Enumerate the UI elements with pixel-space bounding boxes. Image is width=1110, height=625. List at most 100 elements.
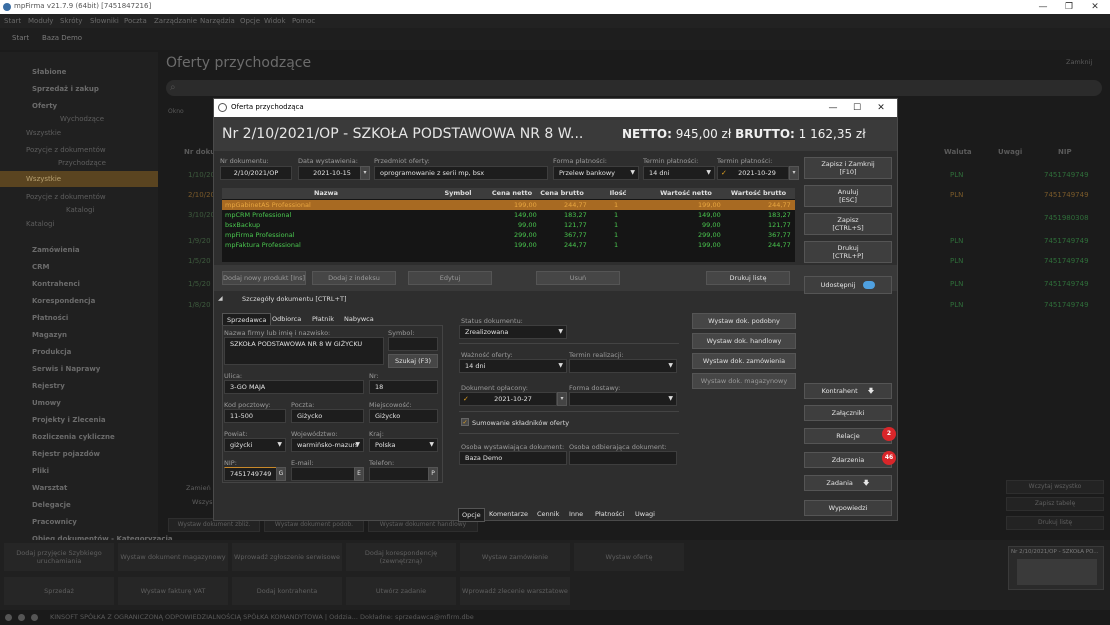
table-row[interactable]: mpFaktura Professional 199,00 244,77 1 1…	[222, 240, 795, 250]
company-name-field[interactable]: SZKOŁA PODSTAWOWA NR 8 W GIŻYCKU	[224, 337, 384, 365]
column-header-uwagi[interactable]: Uwagi	[998, 148, 1023, 156]
cancel-button[interactable]: Anuluj [ESC]	[804, 185, 892, 207]
column-header-symbol[interactable]: Symbol	[430, 188, 486, 199]
quick-action-button[interactable]: Wprowadź zlecenie warsztatowe	[460, 577, 570, 605]
column-header-nr[interactable]: Nr doku	[184, 148, 216, 156]
nip-field[interactable]: 7451749749	[224, 467, 286, 481]
delivery-select[interactable]	[569, 392, 677, 406]
quick-action-button[interactable]: Wystaw zamówienie	[460, 543, 570, 571]
print-button[interactable]: Drukuj [CTRL+P]	[804, 241, 892, 263]
add-product-button[interactable]: Dodaj nowy produkt [Ins]	[222, 271, 306, 285]
receiver-field[interactable]	[569, 451, 677, 465]
sidebar-module[interactable]: Kontrahenci	[32, 280, 80, 288]
bottom-left-label[interactable]: Zamień	[186, 484, 211, 492]
delete-button[interactable]: Usuń	[536, 271, 620, 285]
issue-order-button[interactable]: Wystaw dok. zamówienia	[692, 353, 796, 369]
issue-date-field[interactable]: 2021-10-15	[298, 166, 366, 180]
share-button[interactable]: Udostępnij	[804, 276, 892, 294]
symbol-field[interactable]	[388, 337, 438, 351]
minimize-icon[interactable]: —	[1038, 2, 1048, 12]
events-button[interactable]: Zdarzenia	[804, 452, 892, 468]
city-field[interactable]: Giżycko	[369, 409, 438, 423]
print-list-button[interactable]: Drukuj listę	[706, 271, 790, 285]
quick-action-button[interactable]: Dodaj kontrahenta	[232, 577, 342, 605]
sidebar-item-wszystkie-in[interactable]: Wszystkie	[26, 175, 62, 183]
quick-action-button[interactable]: Wystaw ofertę	[574, 543, 684, 571]
check-icon[interactable]: ✓	[463, 395, 469, 403]
sidebar-module[interactable]: Rejestry	[32, 382, 65, 390]
country-select[interactable]: Polska	[369, 438, 438, 452]
table-row[interactable]: 2/10/20	[188, 191, 215, 199]
menu-start[interactable]: Start	[4, 17, 22, 25]
sidebar-item-pozycje-in[interactable]: Pozycje z dokumentów	[26, 193, 106, 201]
tasks-button[interactable]: Zadania 🡇	[804, 475, 892, 491]
menu-pomoc[interactable]: Pomoc	[292, 17, 316, 25]
sidebar-item-sprzedaz[interactable]: Sprzedaż i zakup	[32, 85, 99, 93]
county-select[interactable]: giżycki	[224, 438, 286, 452]
quick-action-button[interactable]: Utwórz zadanie	[346, 577, 456, 605]
sidebar-module[interactable]: Serwis i Naprawy	[32, 365, 101, 373]
load-all-button[interactable]: Wczytaj wszystko	[1006, 480, 1104, 494]
tab-sprzedawca[interactable]: Sprzedawca	[222, 313, 272, 325]
column-header-value-gross[interactable]: Wartość brutto	[722, 188, 795, 199]
issuer-field[interactable]: Baza Demo	[459, 451, 567, 465]
paid-date-field[interactable]: 2021-10-27	[459, 392, 557, 406]
sidebar-module[interactable]: Pliki	[32, 467, 49, 475]
menu-skroty[interactable]: Skróty	[60, 17, 83, 25]
sidebar-module[interactable]: Płatności	[32, 314, 69, 322]
realization-select[interactable]	[569, 359, 677, 373]
phone-button[interactable]: P	[428, 467, 438, 481]
dialog-close-icon[interactable]: ✕	[877, 103, 885, 113]
sidebar-module[interactable]: Magazyn	[32, 331, 68, 339]
tab-platnosci[interactable]: Płatności	[595, 510, 625, 518]
menu-narzedzia[interactable]: Narzędzia	[200, 17, 235, 25]
menu-slowniki[interactable]: Słowniki	[90, 17, 119, 25]
validity-select[interactable]: 14 dni	[459, 359, 567, 373]
quick-action-button[interactable]: Sprzedaż	[4, 577, 114, 605]
table-row[interactable]: 1/5/20	[188, 280, 211, 288]
tab-opcje[interactable]: Opcje	[458, 508, 485, 522]
search-input[interactable]	[166, 80, 1102, 96]
postal-code-field[interactable]: 11-500	[224, 409, 286, 423]
sidebar-module[interactable]: CRM	[32, 263, 50, 271]
column-header-price-net[interactable]: Cena netto	[486, 188, 538, 199]
issue-similar-button[interactable]: Wystaw dok. podobny	[692, 313, 796, 329]
quick-action-button[interactable]: Wystaw dokument magazynowy	[118, 543, 228, 571]
sidebar-module[interactable]: Projekty i Zlecenia	[32, 416, 106, 424]
sidebar-module[interactable]: Umowy	[32, 399, 61, 407]
sidebar-module[interactable]: Obieg dokumentów - Kategoryzacja	[32, 535, 173, 543]
table-row[interactable]: 1/9/20	[188, 237, 211, 245]
close-icon[interactable]: ✕	[1091, 2, 1099, 12]
dialog-maximize-icon[interactable]: ☐	[852, 103, 862, 113]
table-row[interactable]: mpCRM Professional 149,00 183,27 1 149,0…	[222, 210, 795, 220]
statements-button[interactable]: Wypowiedzi	[804, 500, 892, 516]
sidebar-item-pozycje-out[interactable]: Pozycje z dokumentów	[26, 146, 106, 154]
due-date-picker-icon[interactable]: ▾	[789, 166, 799, 180]
voivodeship-select[interactable]: warmińsko-mazurs	[291, 438, 364, 452]
edit-button[interactable]: Edytuj	[408, 271, 492, 285]
collapse-icon[interactable]: ◢	[218, 295, 223, 302]
issue-commercial-button[interactable]: Wystaw dok. handlowy	[692, 333, 796, 349]
tab-uwagi[interactable]: Uwagi	[635, 510, 655, 518]
sum-checkbox[interactable]: ✓	[461, 418, 469, 426]
column-header-nip[interactable]: NIP	[1058, 148, 1072, 156]
issue-warehouse-button[interactable]: Wystaw dok. magazynowy	[692, 373, 796, 389]
quick-action-button[interactable]: Dodaj przyjęcie Szybkiego uruchamiania	[4, 543, 114, 571]
post-field[interactable]: Giżycko	[291, 409, 364, 423]
menu-opcje[interactable]: Opcje	[240, 17, 261, 25]
column-header-name[interactable]: Nazwa	[222, 188, 430, 199]
details-toggle[interactable]: Szczegóły dokumentu [CTRL+T]	[242, 295, 347, 303]
payment-term-select[interactable]: 14 dni	[643, 166, 715, 180]
sidebar-module[interactable]: Rozliczenia cykliczne	[32, 433, 115, 441]
table-row[interactable]: 1/8/20	[188, 301, 211, 309]
tab-komentarze[interactable]: Komentarze	[489, 510, 528, 518]
street-field[interactable]: 3-GO MAJA	[224, 380, 364, 394]
tab-nabywca[interactable]: Nabywca	[344, 315, 374, 323]
check-icon[interactable]: ✓	[721, 169, 727, 177]
search-button[interactable]: Szukaj (F3)	[388, 354, 438, 368]
sidebar-module[interactable]: Delegacje	[32, 501, 71, 509]
restore-icon[interactable]: ❐	[1064, 2, 1074, 12]
payment-form-select[interactable]: Przelew bankowy	[553, 166, 639, 180]
window-thumbnail[interactable]: Nr 2/10/2021/OP - SZKOŁA PO...	[1008, 546, 1104, 590]
attachments-button[interactable]: Załączniki	[804, 405, 892, 421]
